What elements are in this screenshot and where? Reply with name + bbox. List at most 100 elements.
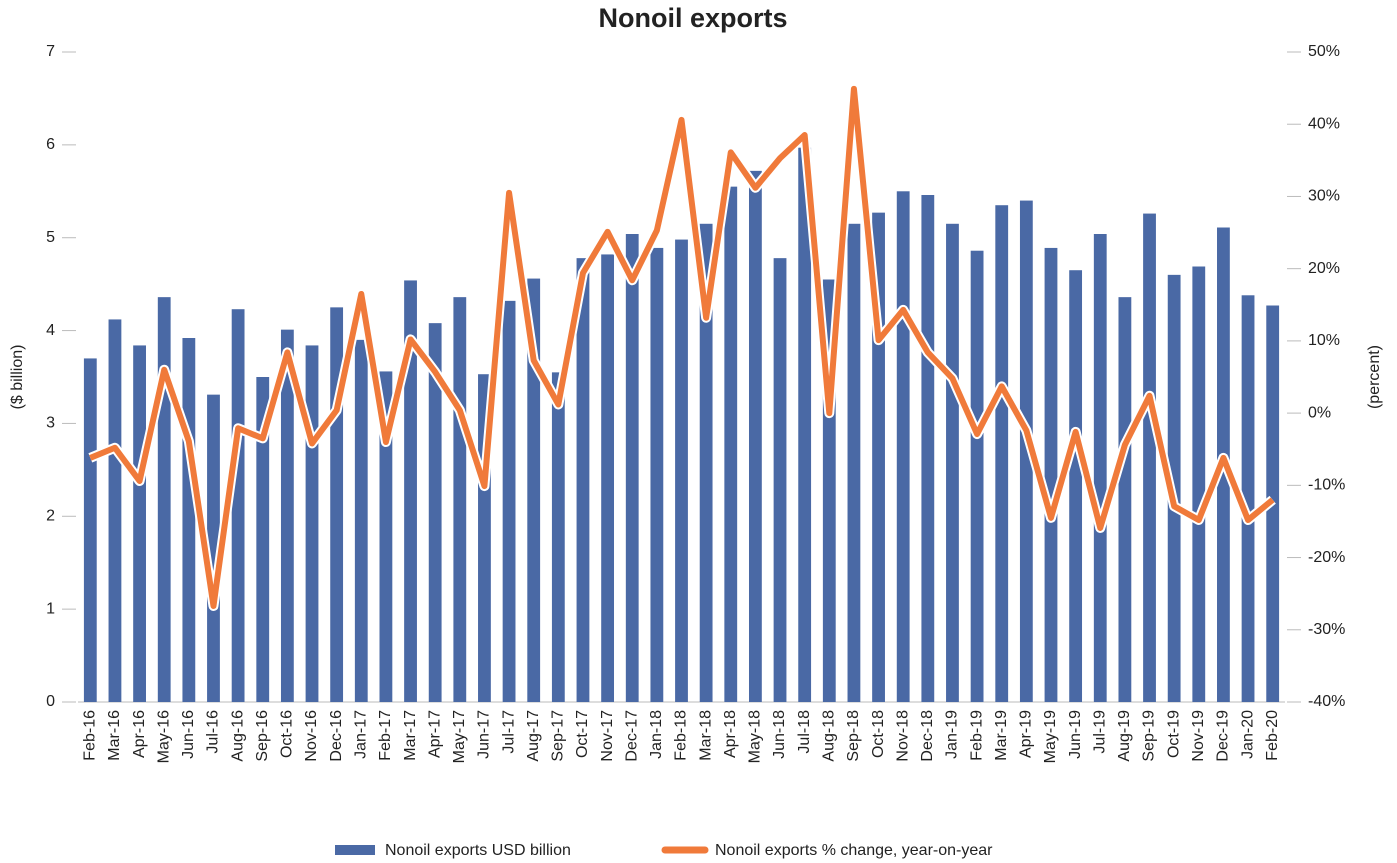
y-tick-label: 4 xyxy=(46,322,55,339)
bar xyxy=(1069,270,1083,702)
x-tick-label: Mar-18 xyxy=(697,710,714,761)
x-tick-label: Aug-16 xyxy=(229,710,246,762)
bar xyxy=(502,300,516,702)
x-tick-label: Nov-16 xyxy=(303,710,320,762)
x-tick-label: Jul-17 xyxy=(500,710,517,754)
x-tick-label: Feb-16 xyxy=(82,710,99,761)
x-tick-label: Sep-19 xyxy=(1141,710,1158,762)
bar xyxy=(1019,200,1033,703)
bar xyxy=(1118,297,1132,702)
y2-tick-label: -30% xyxy=(1308,621,1345,638)
y2-tick-label: 10% xyxy=(1308,332,1340,349)
bar xyxy=(182,338,196,702)
x-tick-label: Jul-19 xyxy=(1091,710,1108,754)
x-tick-label: Aug-17 xyxy=(525,710,542,762)
bar xyxy=(453,297,467,702)
y-tick-label: 6 xyxy=(46,136,55,153)
x-tick-label: Aug-19 xyxy=(1116,710,1133,762)
x-tick-label: Sep-17 xyxy=(550,710,567,762)
x-tick-label: Nov-18 xyxy=(894,710,911,762)
x-tick-label: Jun-17 xyxy=(476,710,493,759)
bar xyxy=(527,278,541,702)
x-tick-label: Apr-17 xyxy=(426,710,443,758)
x-tick-label: Jan-18 xyxy=(648,710,665,759)
y-tick-label: 7 xyxy=(46,43,55,60)
x-tick-label: Oct-17 xyxy=(574,710,591,758)
y2-tick-label: 30% xyxy=(1308,188,1340,205)
bar xyxy=(773,258,787,702)
y2-tick-label: -20% xyxy=(1308,549,1345,566)
bar xyxy=(995,205,1009,702)
x-tick-label: Oct-16 xyxy=(279,710,296,758)
y-tick-label: 2 xyxy=(46,508,55,525)
legend-swatch xyxy=(335,845,375,855)
legend-label: Nonoil exports % change, year-on-year xyxy=(715,842,993,859)
x-tick-label: Jul-16 xyxy=(205,710,222,754)
x-tick-label: Dec-18 xyxy=(919,710,936,762)
x-tick-label: Apr-18 xyxy=(722,710,739,758)
bar xyxy=(946,223,959,703)
x-tick-label: Sep-16 xyxy=(254,710,271,762)
x-tick-label: Jun-19 xyxy=(1067,710,1084,759)
x-tick-label: Apr-16 xyxy=(131,710,148,758)
bar xyxy=(748,170,762,702)
bar xyxy=(133,345,146,702)
chart-title: Nonoil exports xyxy=(598,3,787,33)
bar xyxy=(1093,234,1107,702)
x-tick-label: May-18 xyxy=(747,710,764,763)
x-tick-label: Nov-17 xyxy=(599,710,616,762)
bar xyxy=(354,339,368,702)
y2-tick-label: -10% xyxy=(1308,477,1345,494)
y2-tick-label: 50% xyxy=(1308,43,1340,60)
bar xyxy=(231,309,245,702)
x-tick-label: Feb-19 xyxy=(968,710,985,761)
x-tick-label: Oct-19 xyxy=(1165,710,1182,758)
bar xyxy=(650,247,664,702)
x-tick-label: Feb-20 xyxy=(1264,710,1281,761)
x-tick-label: Apr-19 xyxy=(1018,710,1035,758)
y2-tick-label: 20% xyxy=(1308,260,1340,277)
bar xyxy=(576,258,590,702)
bar xyxy=(157,297,171,702)
bar xyxy=(256,377,270,702)
bar xyxy=(699,223,713,703)
bar xyxy=(305,345,319,702)
bar xyxy=(108,319,122,702)
y-axis-label: ($ billion) xyxy=(9,345,26,410)
bar xyxy=(207,394,220,702)
x-tick-label: Feb-18 xyxy=(673,710,690,761)
x-tick-label: Feb-17 xyxy=(377,710,394,761)
x-tick-label: Aug-18 xyxy=(821,710,838,762)
x-tick-label: Mar-17 xyxy=(402,710,419,761)
bar xyxy=(675,239,688,703)
x-tick-label: Oct-18 xyxy=(870,710,887,758)
y-tick-label: 3 xyxy=(46,415,55,432)
x-tick-label: Jun-16 xyxy=(180,710,197,759)
bar xyxy=(1241,295,1255,702)
x-tick-label: Jan-19 xyxy=(944,710,961,759)
y-tick-label: 5 xyxy=(46,229,55,246)
x-tick-label: Jan-17 xyxy=(352,710,369,759)
y-tick-label: 1 xyxy=(46,600,55,617)
bar xyxy=(280,329,294,702)
bar xyxy=(1044,247,1058,702)
x-tick-label: May-17 xyxy=(451,710,468,763)
bar xyxy=(379,371,393,702)
x-tick-label: Jul-18 xyxy=(796,710,813,754)
x-tick-label: Mar-19 xyxy=(993,710,1010,761)
bar xyxy=(970,250,984,702)
x-tick-label: May-19 xyxy=(1042,710,1059,763)
bar xyxy=(896,191,910,703)
bar xyxy=(1143,213,1156,703)
bar xyxy=(551,372,565,702)
bar xyxy=(625,234,639,702)
y2-tick-label: 0% xyxy=(1308,404,1331,421)
y-tick-label: 0 xyxy=(46,693,55,710)
bar xyxy=(724,186,738,703)
line xyxy=(89,85,1275,609)
x-tick-label: Dec-16 xyxy=(328,710,345,762)
y2-axis-label: (percent) xyxy=(1366,345,1383,409)
x-tick-label: May-16 xyxy=(155,710,172,763)
bar xyxy=(1192,266,1206,702)
